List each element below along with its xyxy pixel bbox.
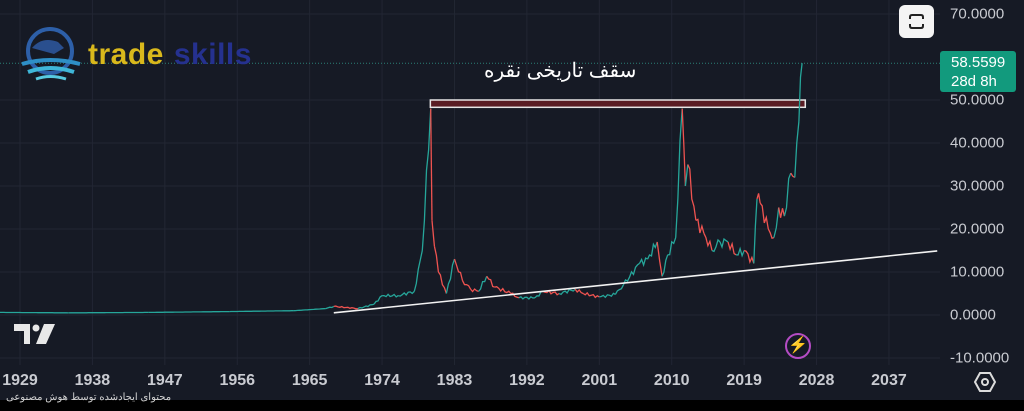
price-segment [773, 207, 780, 238]
auto-fit-icon [909, 14, 924, 29]
price-segment [684, 164, 689, 187]
price-segment [68, 311, 149, 314]
price-segment [622, 262, 640, 286]
price-segment [357, 303, 375, 310]
y-axis-label: 40.0000 [950, 134, 1005, 152]
price-segment [574, 288, 584, 295]
x-axis-label: 1992 [509, 372, 545, 389]
y-axis-label: 70.0000 [950, 5, 1005, 23]
price-segment [687, 164, 697, 221]
price-segment [759, 202, 769, 230]
price-segment [599, 292, 616, 299]
price-segment [711, 238, 721, 253]
support-trendline [333, 250, 938, 314]
logo-word-skills: skills [173, 38, 252, 71]
price-segment [614, 284, 624, 295]
price-segment [756, 193, 761, 204]
price-segment [656, 241, 663, 277]
price-segment [373, 295, 383, 305]
x-axis-label: 1947 [147, 372, 183, 389]
price-segment [719, 237, 729, 250]
price-segment [229, 310, 294, 313]
price-segment [413, 250, 423, 292]
y-axis-label: -10.0000 [950, 349, 1010, 367]
price-segment [667, 237, 677, 256]
price-segment [794, 121, 800, 178]
last-price-tag: 58.5599 28d 8h [940, 51, 1016, 92]
price-segment [437, 271, 448, 294]
price-segment [783, 172, 792, 217]
auto-fit-button[interactable] [899, 5, 934, 38]
y-axis-label: 20.0000 [950, 220, 1005, 238]
price-segment [582, 291, 600, 299]
x-axis-label: 1938 [74, 372, 111, 389]
x-axis-label: 2019 [726, 372, 762, 389]
price-segment [681, 108, 687, 187]
price-segment [470, 288, 479, 293]
wave-globe-icon [21, 27, 81, 81]
x-axis-label: 2010 [653, 372, 690, 389]
price-segment [0, 311, 69, 314]
y-axis-label: 30.0000 [950, 177, 1005, 195]
last-price: 58.5599 [951, 54, 1006, 71]
logo-word-trade: trade [88, 38, 164, 71]
settings-hexagon-icon[interactable] [973, 371, 997, 398]
price-segment [421, 108, 432, 251]
footer-bar [0, 400, 1024, 411]
price-segment [494, 286, 512, 294]
price-segment [790, 172, 796, 178]
price-segment [743, 249, 755, 265]
tradingview-logo[interactable] [14, 324, 56, 351]
price-segment [453, 258, 464, 281]
y-axis-label: 50.0000 [950, 91, 1005, 109]
price-segment [461, 280, 472, 290]
lightning-icon[interactable]: ⚡ [785, 333, 811, 359]
price-segment [703, 233, 713, 251]
price-segment [433, 246, 440, 273]
x-axis-label: 1929 [2, 372, 38, 389]
price-segment [638, 257, 648, 268]
all-time-high-zone [429, 99, 807, 109]
price-segment [727, 241, 737, 256]
price-segment [293, 307, 326, 312]
price-segment [382, 293, 399, 298]
price-segment [148, 310, 230, 314]
x-axis-label: 2028 [798, 372, 835, 389]
x-axis-label: 2037 [871, 372, 907, 389]
x-axis-label: 1956 [219, 372, 256, 389]
x-axis-label: 1965 [291, 372, 328, 389]
price-segment [558, 288, 576, 296]
y-axis-label: 0.0000 [950, 306, 996, 324]
price-segment [398, 290, 415, 297]
trade-skills-logo: trade skills [20, 26, 252, 84]
price-segment [798, 63, 803, 122]
price-segment [661, 254, 669, 277]
price-segment [486, 275, 495, 288]
price-segment [431, 220, 436, 247]
x-axis-label: 1983 [436, 372, 473, 389]
ai-generated-note: محتوای ایجادشده توسط هوش مصنوعی [6, 392, 172, 403]
price-segment [478, 276, 488, 292]
price-segment [333, 305, 358, 310]
price-segment [736, 246, 745, 258]
historic-high-annotation: سقف تاریخی نقره [484, 60, 637, 82]
price-segment [510, 292, 520, 299]
price-segment [778, 207, 786, 218]
price-segment [518, 295, 535, 300]
price-segment [430, 108, 433, 221]
price-segment [767, 228, 775, 240]
price-segment [325, 305, 335, 310]
price-segment [542, 289, 560, 296]
bar-countdown: 28d 8h [951, 73, 997, 90]
x-axis-label: 1974 [364, 372, 400, 389]
price-segment [675, 108, 683, 238]
price-segment [445, 258, 456, 294]
y-axis-label: 10.0000 [950, 263, 1005, 281]
price-segment [695, 218, 705, 234]
x-axis-label: 2001 [581, 372, 618, 389]
price-segment [753, 198, 758, 264]
price-segment [647, 241, 658, 260]
